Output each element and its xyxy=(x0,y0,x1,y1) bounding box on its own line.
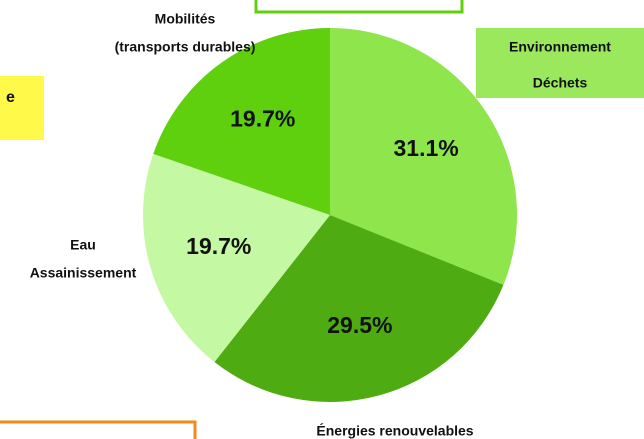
value-label: 19.7% xyxy=(186,233,251,259)
pie-slice xyxy=(142,153,330,363)
cropped-box xyxy=(254,0,464,14)
pie-slice xyxy=(330,28,517,285)
pie-slice xyxy=(153,27,330,215)
value-label: 19.7% xyxy=(230,106,295,132)
cropped-box xyxy=(0,420,197,439)
category-label: (transports durables) xyxy=(115,39,256,55)
category-label: Assainissement xyxy=(30,265,137,281)
labels: 31.1% Environnement Déchets 29.5% Énergies r… xyxy=(30,11,612,439)
value-label: 29.5% xyxy=(327,312,392,338)
category-label: Énergies renouvelables xyxy=(316,423,473,439)
slices xyxy=(142,27,517,403)
cropped-box xyxy=(0,76,44,140)
category-label: Eau xyxy=(70,237,96,253)
category-label: Déchets xyxy=(533,75,588,91)
category-label: Environnement xyxy=(509,39,611,55)
value-label: 31.1% xyxy=(393,135,458,161)
pie-slice xyxy=(214,215,504,403)
category-label: Mobilités xyxy=(155,11,216,27)
legend-box xyxy=(476,28,644,98)
cropped-text: e xyxy=(6,89,15,106)
